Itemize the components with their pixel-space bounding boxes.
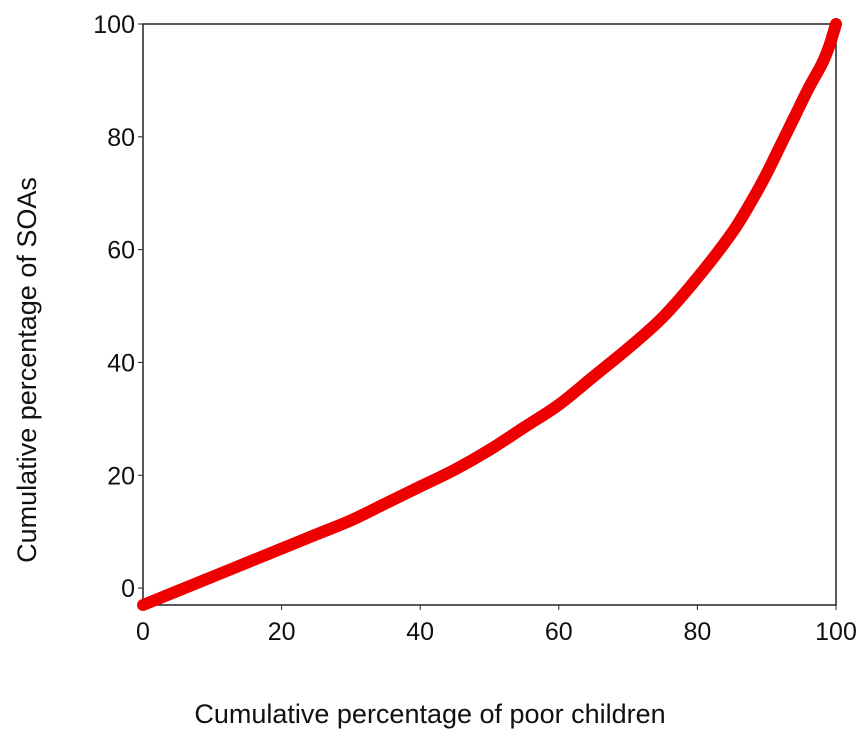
x-tick-label: 40	[406, 618, 434, 646]
y-axis-ticks: 0 20 40 60 80 100	[93, 11, 143, 603]
y-tick-label: 60	[107, 237, 135, 265]
y-axis-title: Cumulative percentage of SOAs	[12, 177, 42, 563]
y-tick-label: 100	[93, 11, 135, 39]
x-tick-label: 60	[545, 618, 573, 646]
x-tick-label: 100	[815, 618, 857, 646]
y-tick-label: 0	[121, 575, 135, 603]
y-tick-label: 80	[107, 124, 135, 152]
x-tick-label: 80	[683, 618, 711, 646]
x-tick-label: 0	[136, 618, 150, 646]
plot-frame	[142, 23, 837, 606]
series-layer	[137, 18, 842, 611]
y-tick-label: 20	[107, 462, 135, 490]
x-axis-title: Cumulative percentage of poor children	[194, 699, 665, 729]
cumulative-curve-line	[137, 18, 842, 611]
x-axis-ticks: 0 20 40 60 80 100	[136, 605, 857, 646]
y-tick-label: 40	[107, 349, 135, 377]
x-tick-label: 20	[268, 618, 296, 646]
